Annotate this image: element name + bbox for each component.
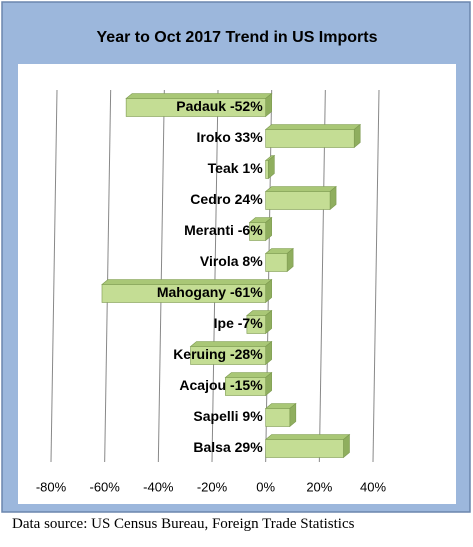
bar [265,160,269,179]
bar-label: Meranti -6% [184,222,263,238]
bar-label: Balsa 29% [193,439,263,455]
bar-label: Acajou -15% [179,377,263,393]
bar-top [264,186,337,192]
source-note: Data source: US Census Bureau, Foreign T… [12,516,355,532]
bar-label: Virola 8% [200,253,263,269]
grid-line [157,89,165,463]
bar-label: Cedro 24% [190,191,263,207]
grid-line [265,89,273,463]
bar [125,98,266,117]
grid-line [211,89,219,463]
bar-top [264,434,351,440]
x-tick-label: 40% [360,479,386,494]
x-tick-label: -60% [89,479,120,494]
bar-label: Keruing -28% [173,346,263,362]
bar [190,346,266,365]
grid-line [104,89,112,463]
x-tick-label: -20% [197,479,228,494]
grid-line [372,89,380,463]
bar-label: Sapelli 9% [193,408,263,424]
chart-title: Year to Oct 2017 Trend in US Imports [97,29,378,46]
bar-label: Mahogany -61% [157,284,263,300]
chart: Year to Oct 2017 Trend in US Imports -80… [1,1,471,513]
x-tick-label: -80% [36,479,67,494]
bar [225,377,266,396]
x-tick-label: 0% [256,479,275,494]
grid-line [318,89,326,463]
bar [265,129,355,148]
x-tick-label: 20% [306,479,332,494]
bar-label: Padauk -52% [176,98,263,114]
x-tick-label: -40% [143,479,174,494]
bar-label: Iroko 33% [197,129,264,145]
bar-label: Ipe -7% [214,315,264,331]
bar [249,222,266,241]
bar [265,408,291,427]
bar [265,439,344,458]
bar-top [264,124,362,130]
grid-line [50,89,58,463]
bar-label: Teak 1% [208,160,264,176]
bar [265,191,331,210]
bar [246,315,266,334]
bar [101,284,266,303]
bar [265,253,288,272]
